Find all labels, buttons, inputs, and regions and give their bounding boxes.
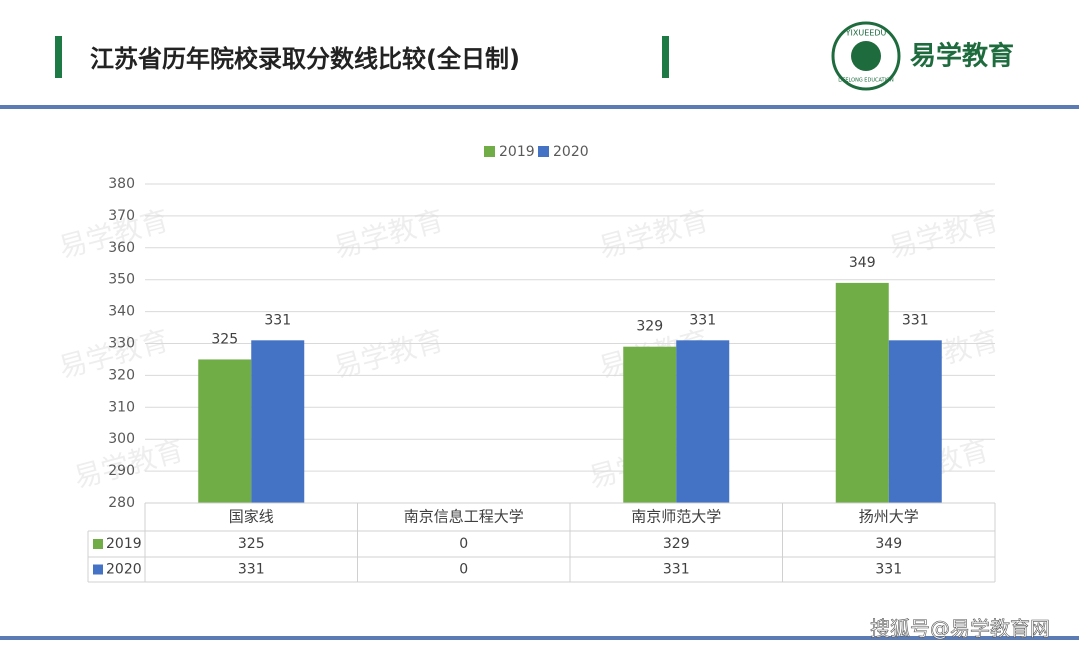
- table-value: 325: [238, 536, 265, 552]
- y-tick-label: 370: [108, 208, 135, 224]
- y-tick-label: 290: [108, 463, 135, 479]
- bar: [835, 282, 889, 503]
- chart: 280 290 300 310 320 330 340 350 360 370 380 2019 202…: [87, 144, 996, 583]
- logo-bottom: LIFELONG EDUCATION: [838, 78, 894, 84]
- value-label: 331: [902, 312, 929, 328]
- value-label: 331: [689, 312, 716, 328]
- bar: [676, 340, 730, 503]
- x-tick-label: 国家线: [229, 508, 274, 526]
- table-value: 331: [238, 562, 265, 578]
- y-tick-label: 300: [108, 431, 135, 447]
- logo-top: YIXUEEDU: [845, 29, 887, 38]
- title-bar-left: [55, 36, 62, 78]
- y-tick-label: 380: [108, 176, 135, 192]
- legend-label: 2019: [499, 144, 535, 160]
- table-series-label: 2020: [106, 562, 142, 578]
- brand-name: 易学教育: [910, 41, 1014, 72]
- y-tick-label: 320: [108, 367, 135, 383]
- logo-core: [851, 41, 881, 71]
- value-label: 331: [264, 312, 291, 328]
- footer-credit: 搜狐号@易学教育网: [870, 617, 1050, 641]
- top-rule: [0, 105, 1079, 109]
- logo-ring: [831, 21, 901, 91]
- bar: [888, 340, 942, 503]
- y-tick-label: 280: [108, 495, 135, 511]
- x-tick-label: 南京信息工程大学: [404, 508, 524, 526]
- table-value: 329: [663, 536, 690, 552]
- bar: [623, 346, 677, 503]
- bottom-rule: [0, 636, 1079, 640]
- table-legend-swatch: [93, 564, 103, 575]
- value-label: 329: [636, 319, 663, 335]
- y-tick-label: 340: [108, 304, 135, 320]
- value-label: 349: [849, 255, 876, 271]
- x-tick-label: 扬州大学: [859, 508, 919, 526]
- bar: [198, 359, 252, 503]
- table-value: 331: [663, 562, 690, 578]
- legend-label: 2020: [553, 144, 589, 160]
- y-tick-label: 360: [108, 240, 135, 256]
- table-value: 0: [459, 536, 468, 552]
- title-bar-right: [662, 36, 669, 78]
- bar: [251, 340, 305, 503]
- legend-swatch: [484, 146, 495, 157]
- y-tick-label: 330: [108, 336, 135, 352]
- table-value: 349: [875, 536, 902, 552]
- x-tick-label: 南京师范大学: [631, 508, 721, 526]
- table-legend-swatch: [93, 539, 103, 549]
- slide-title: 江苏省历年院校录取分数线比较(全日制): [90, 45, 520, 73]
- y-tick-label: 350: [108, 272, 135, 288]
- legend-swatch: [538, 146, 549, 157]
- table-series-label: 2019: [106, 536, 142, 552]
- value-label: 325: [211, 331, 238, 347]
- table-value: 331: [875, 562, 902, 578]
- table-value: 0: [459, 562, 468, 578]
- y-tick-label: 310: [108, 399, 135, 415]
